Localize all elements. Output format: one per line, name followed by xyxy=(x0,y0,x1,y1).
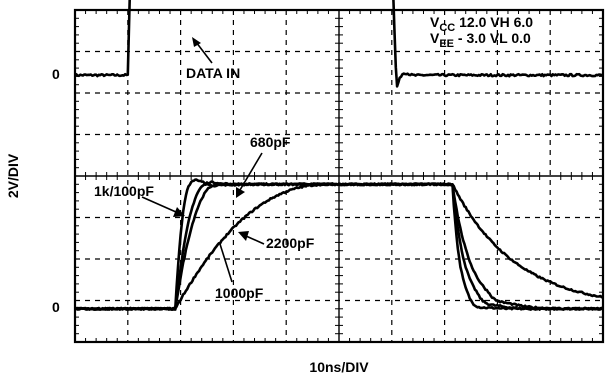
annotations: DATA IN 680pF 1k/100pF 2200pF 1000pF xyxy=(94,37,315,301)
vee-setting: VEE - 3.0 VL 0.0 xyxy=(430,30,531,50)
zero-label-bottom: 0 xyxy=(52,299,60,315)
arrowhead-1k-100pf xyxy=(173,207,185,217)
label-1k-100pf: 1k/100pF xyxy=(94,183,154,199)
arrowhead-data-in xyxy=(192,37,201,47)
y-axis-label: 2V/DIV xyxy=(5,153,21,198)
data-in-label: DATA IN xyxy=(186,65,240,81)
plot-frame xyxy=(73,8,605,344)
vcc-subscript: CC xyxy=(439,22,455,34)
trace-layer xyxy=(73,0,604,311)
arrow-1000pf xyxy=(219,243,233,283)
vcc-values: 12.0 VH 6.0 xyxy=(455,14,533,30)
vee-values: - 3.0 VL 0.0 xyxy=(454,30,531,46)
label-680pf: 680pF xyxy=(250,134,291,150)
arrow-680pf xyxy=(239,152,263,191)
vcc-setting: VCC 12.0 VH 6.0 xyxy=(430,14,533,34)
arrow-data-in xyxy=(195,41,213,64)
trace-data-in xyxy=(73,0,604,88)
vee-subscript: EE xyxy=(439,38,454,50)
zero-label-top: 0 xyxy=(52,66,60,82)
arrow-1k-100pf xyxy=(141,196,177,213)
label-2200pf: 2200pF xyxy=(266,235,315,251)
arrow-2200pf xyxy=(245,235,265,245)
label-1000pf: 1000pF xyxy=(215,285,264,301)
vcc-symbol: V xyxy=(430,14,440,30)
vee-symbol: V xyxy=(430,30,440,46)
trace-2200pf xyxy=(74,182,604,311)
x-axis-label: 10ns/DIV xyxy=(309,359,369,375)
graticule xyxy=(75,10,603,342)
arrowhead-680pf xyxy=(236,187,245,198)
arrowhead-2200pf xyxy=(238,231,249,241)
